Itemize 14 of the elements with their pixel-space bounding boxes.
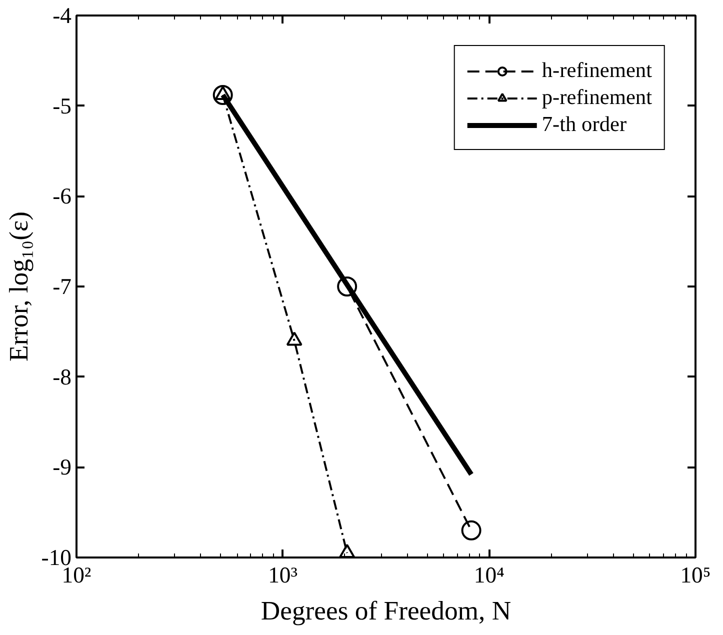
legend-label: h-refinement <box>542 58 652 83</box>
legend-label: p-refinement <box>542 85 652 110</box>
y-tick-label: -8 <box>52 364 72 390</box>
y-tick-label: -7 <box>52 274 72 299</box>
legend-label: 7-th order <box>542 112 627 137</box>
y-tick-label: -5 <box>52 93 72 118</box>
y-tick-label: -6 <box>52 184 72 209</box>
y-axis-title: Error, log₁₀(ε) <box>3 211 34 362</box>
y-tick-label: -9 <box>52 454 72 480</box>
x-tick-label: 10³ <box>268 562 298 588</box>
y-tick-label: -4 <box>52 3 72 28</box>
x-tick-label: 10⁵ <box>680 562 711 588</box>
x-tick-label: 10⁴ <box>474 562 505 588</box>
x-axis-title: Degrees of Freedom, N <box>260 596 512 626</box>
